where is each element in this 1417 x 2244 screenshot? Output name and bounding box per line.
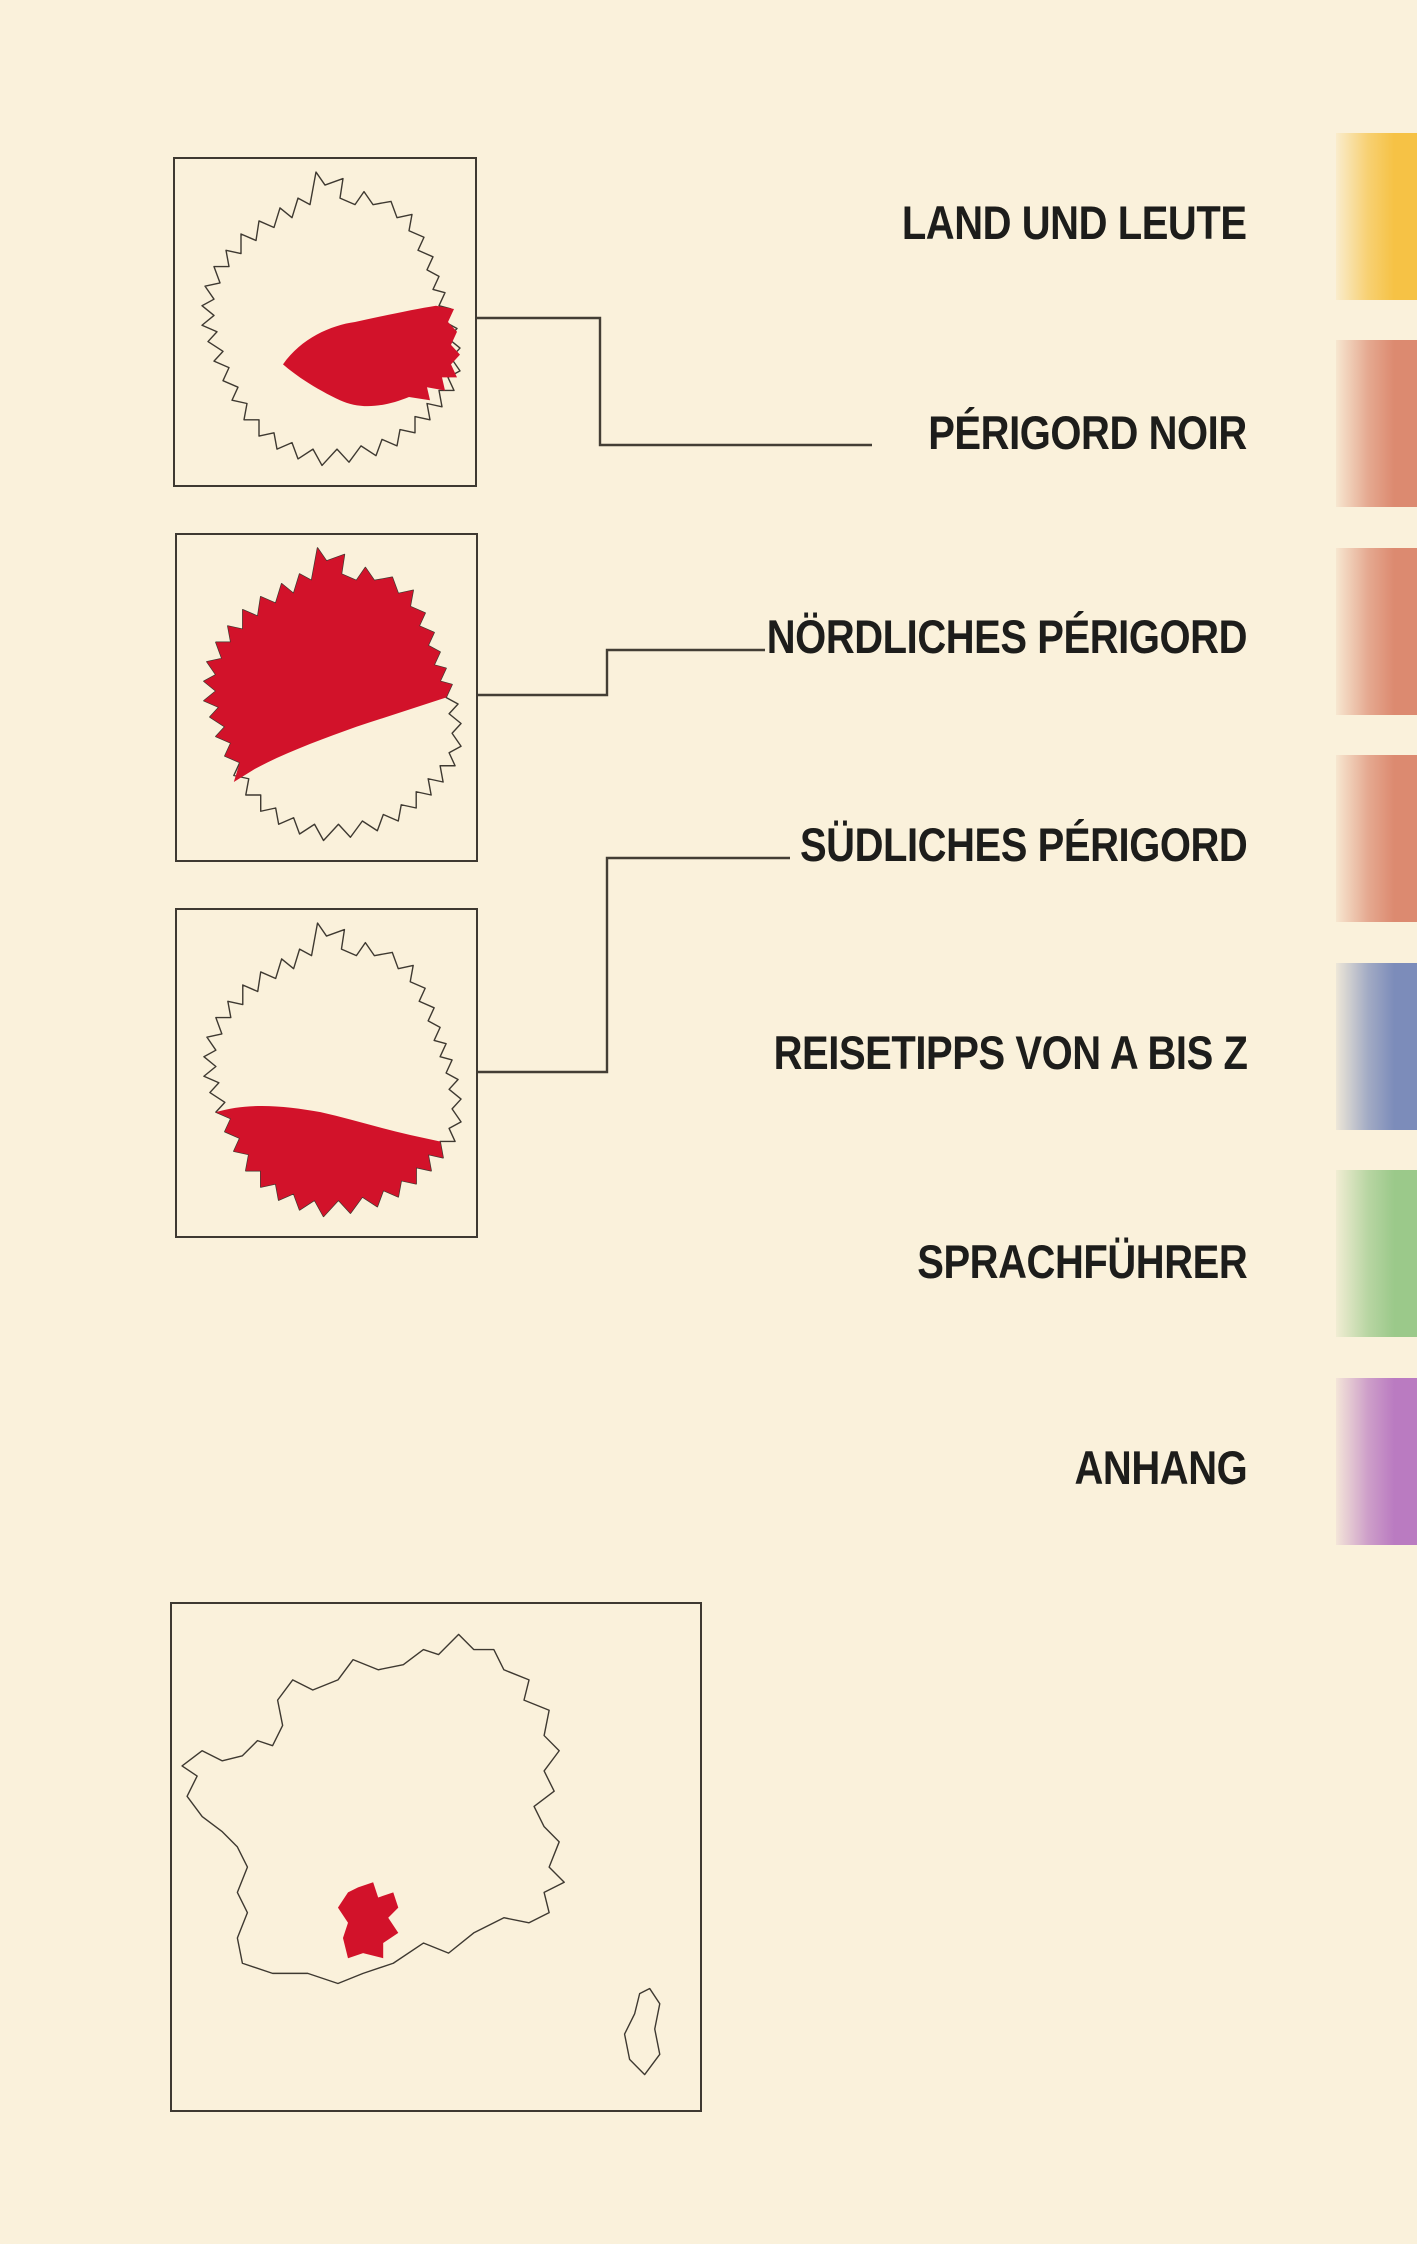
- chapter-title-sprachfuehrer: SPRACHFÜHRER: [916, 1235, 1247, 1288]
- map-box-suedliches-perigord: [175, 908, 478, 1238]
- perigord-noir-region: [283, 305, 460, 407]
- chapter-title-anhang: ANHANG: [1074, 1441, 1247, 1494]
- thumb-tab-perigord-noir: [1336, 340, 1417, 507]
- dordogne-map-perigord-noir: [175, 159, 475, 485]
- thumb-tab-reisetipps: [1336, 963, 1417, 1130]
- connector-line-noerdliches-perigord: [478, 648, 765, 697]
- connector-line-perigord-noir: [477, 316, 872, 447]
- dordogne-map-noerdliches-perigord: [177, 535, 476, 860]
- thumb-tab-sprachfuehrer: [1336, 1170, 1417, 1337]
- dordogne-map-suedliches-perigord: [177, 910, 476, 1236]
- dordogne-outline: [202, 172, 460, 465]
- thumb-tab-land-und-leute: [1336, 133, 1417, 300]
- map-box-france-locator: [170, 1602, 702, 2112]
- chapter-title-perigord-noir: PÉRIGORD NOIR: [928, 406, 1247, 459]
- dordogne-outline: [204, 923, 461, 1216]
- thumb-tab-noerdliches-perigord: [1336, 548, 1417, 715]
- map-box-noerdliches-perigord: [175, 533, 478, 862]
- thumb-tab-suedliches-perigord: [1336, 755, 1417, 922]
- chapter-title-reisetipps: REISETIPPS VON A BIS Z: [773, 1026, 1247, 1079]
- map-box-perigord-noir: [173, 157, 477, 487]
- suedliches-perigord-region: [215, 1105, 444, 1217]
- chapter-title-land-und-leute: LAND UND LEUTE: [902, 196, 1247, 249]
- france-locator-map: [172, 1604, 700, 2110]
- noerdliches-perigord-region: [203, 548, 453, 782]
- chapter-title-suedliches-perigord: SÜDLICHES PÉRIGORD: [799, 818, 1248, 871]
- connector-line-suedliches-perigord: [478, 856, 790, 1074]
- chapter-title-noerdliches-perigord: NÖRDLICHES PÉRIGORD: [766, 610, 1248, 663]
- dordogne-region-on-france: [337, 1882, 399, 1959]
- thumb-tab-anhang: [1336, 1378, 1417, 1545]
- corsica-outline: [625, 1989, 660, 2075]
- france-outline: [182, 1634, 564, 1983]
